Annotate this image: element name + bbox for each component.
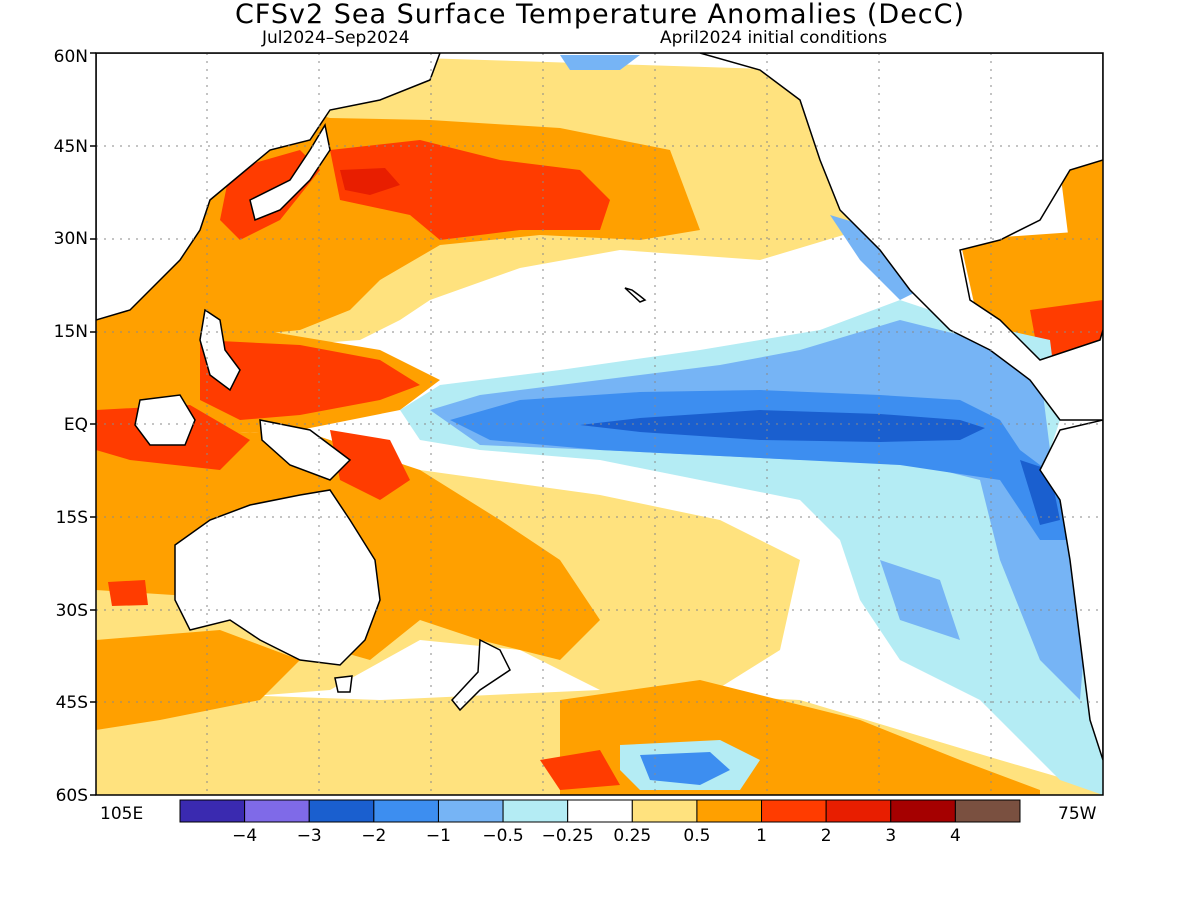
lat-label-30n: 30N — [53, 229, 88, 249]
cool-region-dark-blue — [580, 410, 985, 442]
land-new-zealand — [451, 638, 511, 712]
colorbar-swatch — [825, 799, 892, 823]
colorbar-swatch — [954, 799, 1021, 823]
colorbar-swatch — [373, 799, 439, 823]
land-asia — [96, 53, 441, 321]
cool-region-southern-ocean-blue — [640, 752, 730, 785]
lat-label-eq: EQ — [63, 415, 88, 435]
colorbar-swatch — [179, 799, 246, 823]
lat-label-15n: 15N — [53, 322, 88, 342]
colorbar-swatch — [761, 799, 827, 823]
colorbar-swatch — [437, 799, 504, 823]
colorbar-tick-label: −0.5 — [482, 826, 524, 846]
land-south-america — [1039, 419, 1103, 761]
land-australia — [174, 489, 381, 666]
colorbar — [179, 799, 1021, 823]
warm-region-red-philippine-sea — [200, 340, 420, 420]
warm-region-red-northwest-pacific — [330, 140, 610, 240]
forecast-period: Jul2024–Sep2024 — [262, 28, 410, 48]
land-hawaii — [624, 287, 647, 303]
colorbar-swatch — [567, 799, 633, 823]
warm-region-red-png — [330, 430, 410, 500]
colorbar-tick-label: 3 — [885, 826, 897, 846]
colorbar-tick-label: −1 — [425, 826, 451, 846]
land-north-america — [699, 53, 1103, 421]
cool-region-southeast-pacific — [880, 560, 960, 640]
colorbar-tick-label: 0.5 — [683, 826, 711, 846]
lat-label-30s: 30S — [55, 601, 88, 621]
colorbar-swatch — [308, 799, 375, 823]
lon-label-left: 105E — [100, 804, 144, 824]
colorbar-swatch — [502, 799, 569, 823]
colorbar-tick-label: −4 — [232, 826, 258, 846]
lat-ticks — [90, 52, 96, 796]
land-tasmania — [334, 675, 353, 693]
colorbar-swatch — [890, 799, 956, 823]
land-borneo — [134, 394, 196, 446]
cool-region-west-coast — [830, 215, 920, 300]
colorbar-tick-label: −0.25 — [541, 826, 594, 846]
initial-conditions: April2024 initial conditions — [660, 28, 888, 48]
lon-label-right: 75W — [1058, 804, 1097, 824]
colorbar-tick-label: −3 — [296, 826, 322, 846]
colorbar-tick-label: 1 — [756, 826, 767, 846]
colorbar-swatch — [696, 799, 763, 823]
warm-region-orange-atlantic — [1060, 160, 1103, 250]
warm-region-deep-red — [340, 168, 400, 195]
land-japan — [249, 122, 331, 222]
lat-label-15s: 15S — [55, 508, 88, 528]
lat-label-60n: 60N — [53, 47, 88, 67]
colorbar-swatch — [244, 799, 310, 823]
warm-region-red-southern — [540, 750, 620, 790]
lat-label-45n: 45N — [53, 137, 88, 157]
colorbar-tick-label: −2 — [361, 826, 387, 846]
colorbar-tick-label: 0.25 — [613, 826, 652, 846]
colorbar-swatch — [631, 799, 698, 823]
cool-region-bering — [560, 55, 640, 70]
anomaly-field — [96, 53, 1103, 795]
map-title: CFSv2 Sea Surface Temperature Anomalies … — [234, 0, 966, 30]
warm-region-red-tasman — [108, 580, 148, 606]
lat-label-60s: 60S — [55, 786, 88, 806]
colorbar-tick-label: 4 — [949, 826, 961, 846]
warm-region-orange-tasman — [96, 630, 300, 730]
land-philippines — [199, 308, 241, 392]
lat-label-45s: 45S — [55, 693, 88, 713]
land-new-guinea — [259, 419, 352, 481]
colorbar-tick-label: 2 — [820, 826, 832, 846]
